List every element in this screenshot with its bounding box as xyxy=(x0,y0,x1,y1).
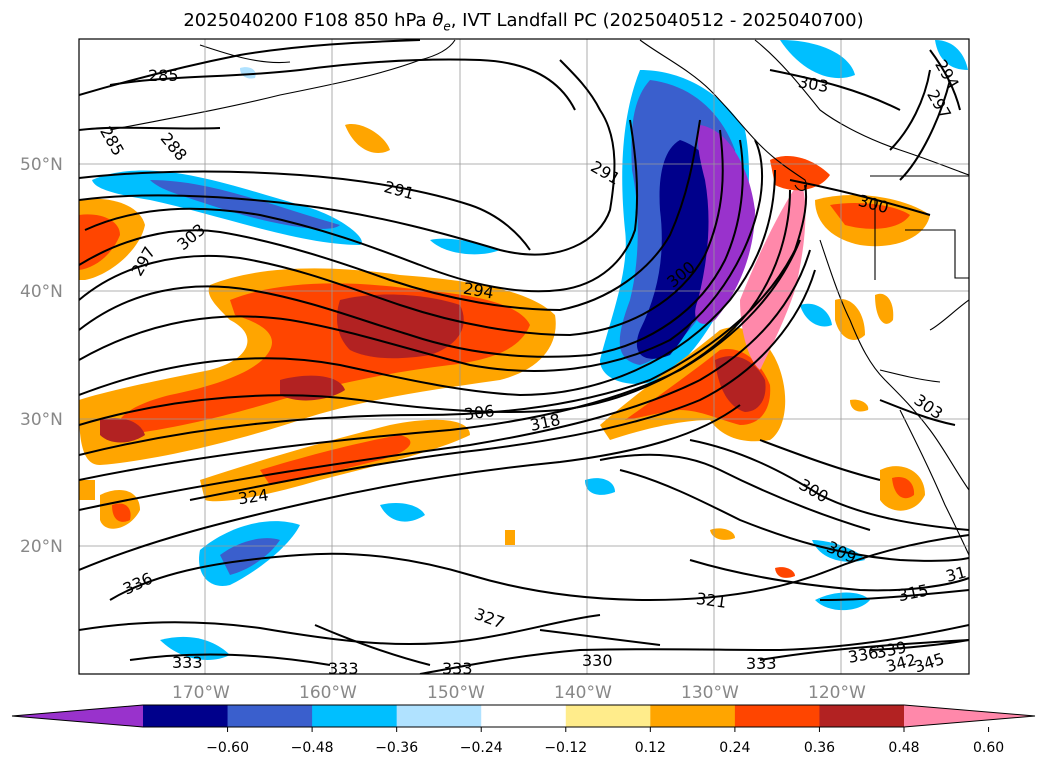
title-prefix: 2025040200 F108 850 hPa xyxy=(183,10,433,31)
map-panel: 285 288 285 291 291 303 297 294 300 306 … xyxy=(79,39,969,678)
contour-label: 324 xyxy=(237,485,270,508)
colorbar-box xyxy=(143,705,229,727)
colorbar-box xyxy=(481,705,567,727)
lon-label-170w: 170°W xyxy=(172,683,230,703)
lon-label-130w: 130°W xyxy=(681,683,739,703)
colorbar-extend-high xyxy=(904,705,1035,727)
contour-label: 333 xyxy=(442,659,473,678)
colorbar-tick-label: −0.48 xyxy=(291,740,334,756)
colorbar-tick-label: 0.36 xyxy=(804,740,835,756)
lat-label-20n: 20°N xyxy=(20,537,63,557)
colorbar-box xyxy=(819,705,905,727)
contour-label: 333 xyxy=(328,659,359,678)
colorbar-box xyxy=(396,705,482,727)
longitude-labels: 170°W 160°W 150°W 140°W 130°W 120°W xyxy=(172,683,866,703)
colorbar-extend-low xyxy=(12,705,143,727)
contour-label: 285 xyxy=(148,66,179,85)
contour-label: 333 xyxy=(746,654,777,673)
colorbar-tick-label: −0.36 xyxy=(375,740,418,756)
contour-label: 321 xyxy=(695,589,728,612)
contour-label: 306 xyxy=(463,401,496,424)
coastlines xyxy=(109,39,969,556)
title-theta: θ xyxy=(432,10,444,31)
colorbar-box xyxy=(734,705,820,727)
colorbar-tick-label: −0.60 xyxy=(206,740,249,756)
colorbar-tick-label: 0.48 xyxy=(888,740,919,756)
colorbar-box xyxy=(312,705,398,727)
lon-label-160w: 160°W xyxy=(299,683,357,703)
lat-label-50n: 50°N xyxy=(20,155,63,175)
colorbar-tick-label: −0.12 xyxy=(544,740,587,756)
colorbar-box xyxy=(650,705,736,727)
colorbar-box xyxy=(565,705,651,727)
colorbar-outline xyxy=(11,704,1036,728)
colorbar-tick-label: 0.60 xyxy=(973,740,1004,756)
contour-label: 31 xyxy=(944,562,969,586)
lat-label-40n: 40°N xyxy=(20,282,63,302)
contour-label: 330 xyxy=(582,651,613,670)
colorbar-box xyxy=(227,705,313,727)
colorbar-ticks: −0.60 −0.48 −0.36 −0.24 −0.12 0.12 0.24 0.36 0.4… xyxy=(206,727,1004,756)
contour-label: 333 xyxy=(172,653,203,672)
map-title: 2025040200 F108 850 hPa θe, IVT Landfall… xyxy=(0,10,1047,34)
colorbar-boxes xyxy=(143,705,905,727)
title-theta-sub: e xyxy=(443,19,451,34)
lon-label-140w: 140°W xyxy=(554,683,612,703)
lon-label-120w: 120°W xyxy=(808,683,866,703)
colorbar-tick-label: −0.24 xyxy=(460,740,503,756)
latitude-labels: 50°N 40°N 30°N 20°N xyxy=(20,155,63,557)
lat-label-30n: 30°N xyxy=(20,410,63,430)
theta-e-contours xyxy=(79,39,969,674)
lon-label-150w: 150°W xyxy=(427,683,485,703)
map-frame xyxy=(78,38,970,675)
colorbar-tick-label: 0.24 xyxy=(719,740,750,756)
title-suffix: , IVT Landfall PC (2025040512 - 20250407… xyxy=(450,10,864,31)
colorbar-tick-label: 0.12 xyxy=(635,740,666,756)
colorbar: −0.60 −0.48 −0.36 −0.24 −0.12 0.12 0.24 0.36 0.4… xyxy=(11,704,1036,756)
